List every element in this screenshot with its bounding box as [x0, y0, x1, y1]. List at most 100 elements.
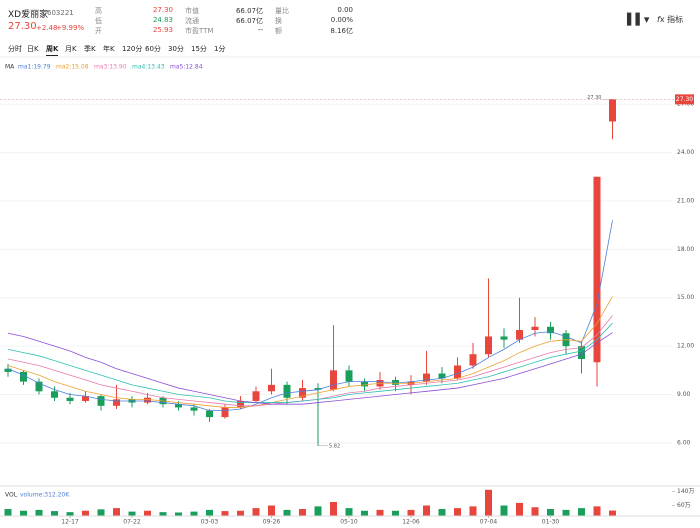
- candle-body: [454, 365, 461, 379]
- candle-body: [299, 388, 306, 398]
- candle-body: [283, 384, 291, 398]
- change-pct: +9.99%: [56, 24, 85, 32]
- candle-body: [113, 399, 120, 406]
- tab[interactable]: 年K: [103, 45, 115, 53]
- volume-bar: [206, 509, 213, 516]
- legend-entry: ma3:13.90: [94, 64, 127, 71]
- volume-bar: [578, 508, 585, 516]
- candle-body: [237, 400, 244, 408]
- x-tick-label: 05-10: [340, 519, 358, 526]
- volume-bar: [144, 510, 151, 516]
- candle-body: [547, 326, 554, 334]
- volume-bar: [51, 511, 58, 516]
- candle-body: [206, 410, 213, 418]
- vol-tick-label: 60万: [677, 502, 691, 509]
- x-tick-label: 07-04: [480, 519, 498, 526]
- volume-bar: [392, 510, 399, 516]
- candle-body: [531, 326, 539, 330]
- volume-bar: [593, 506, 601, 516]
- volume-bar: [66, 512, 74, 516]
- candle-body: [578, 346, 585, 360]
- stat-label: 市值: [185, 7, 199, 15]
- stat-value: --: [257, 26, 263, 34]
- candle-body: [469, 354, 477, 366]
- candle-body: [190, 407, 198, 411]
- volume-bar: [454, 508, 461, 516]
- volume-bar: [376, 509, 384, 516]
- legend-entry: ma5:12.84: [170, 64, 203, 71]
- volume-bar: [113, 508, 120, 516]
- stat-label: 额: [275, 27, 282, 35]
- stat-label: 低: [95, 17, 102, 25]
- x-tick-label: 07-22: [123, 519, 141, 526]
- volume-bar: [20, 510, 27, 516]
- ma-line: [7, 322, 613, 403]
- x-tick-label: 12-17: [61, 519, 79, 526]
- volume-bar: [547, 509, 554, 516]
- candle-body: [221, 407, 229, 418]
- tab[interactable]: 周K: [46, 44, 59, 56]
- candle-body: [609, 99, 616, 122]
- stat-label: 开: [95, 27, 102, 35]
- stat-value: 24.83: [152, 16, 173, 24]
- volume-bar: [423, 505, 430, 516]
- volume-bar: [469, 506, 477, 516]
- volume-bar: [361, 510, 368, 516]
- stat-label: 市盈TTM: [185, 27, 214, 35]
- candle-body: [252, 391, 260, 401]
- y-tick-label: 24.00: [677, 149, 694, 156]
- volume-bar: [485, 489, 492, 516]
- volume-bar: [516, 502, 523, 516]
- volume-bar: [330, 502, 337, 516]
- volume-bar: [82, 510, 89, 516]
- volume-bar: [283, 509, 291, 516]
- candle-body: [593, 176, 601, 363]
- volume-bar: [299, 509, 306, 516]
- stat-label: 量比: [275, 7, 289, 15]
- y-tick-label: 18.00: [677, 246, 694, 253]
- candle-body: [51, 391, 58, 398]
- tab[interactable]: 15分: [191, 45, 207, 53]
- tab[interactable]: 30分: [168, 45, 184, 53]
- ma-line: [7, 220, 613, 412]
- volume-bar: [128, 511, 136, 516]
- stat-value: 27.30: [152, 6, 173, 14]
- x-tick-label: 12-06: [402, 519, 420, 526]
- tab[interactable]: 日K: [27, 45, 39, 53]
- x-tick-label: 03-03: [201, 519, 219, 526]
- volume-bar: [562, 509, 570, 516]
- volume-bar: [345, 508, 353, 516]
- tab[interactable]: 60分: [145, 45, 161, 53]
- volume-bar: [159, 512, 167, 516]
- candle-body: [330, 370, 337, 390]
- volume-bar: [609, 510, 616, 516]
- legend-entry: ma2:15.08: [56, 64, 89, 71]
- stat-label: 换: [275, 17, 282, 25]
- stat-value: 0.00: [337, 6, 353, 14]
- kline-icon[interactable]: ▌▌▾: [627, 13, 650, 26]
- volume-bar: [97, 509, 105, 516]
- candle-body: [438, 373, 446, 379]
- ma-line: [7, 315, 613, 407]
- stat-value: 0.00%: [330, 16, 353, 24]
- tab[interactable]: 120分: [122, 45, 143, 53]
- volume-bar: [407, 509, 415, 516]
- volume-bar: [237, 510, 244, 516]
- tab[interactable]: 季K: [84, 45, 96, 53]
- candle-body: [516, 330, 523, 340]
- tab[interactable]: 分时: [8, 45, 22, 53]
- indicator-button[interactable]: fx 指标: [657, 15, 684, 24]
- indicator-label: 指标: [667, 15, 684, 24]
- tab[interactable]: 月K: [65, 45, 77, 53]
- candle-body: [423, 373, 430, 382]
- y-tick-label: 6.00: [677, 439, 691, 446]
- stock-code: 603221: [47, 9, 74, 17]
- candle-body: [361, 381, 368, 387]
- stat-value: 25.93: [152, 26, 173, 34]
- y-tick-label: 21.00: [677, 197, 694, 204]
- candle-body: [82, 396, 89, 401]
- tab[interactable]: 1分: [214, 45, 226, 53]
- volume-bar: [314, 506, 322, 516]
- volume-bar: [221, 511, 229, 516]
